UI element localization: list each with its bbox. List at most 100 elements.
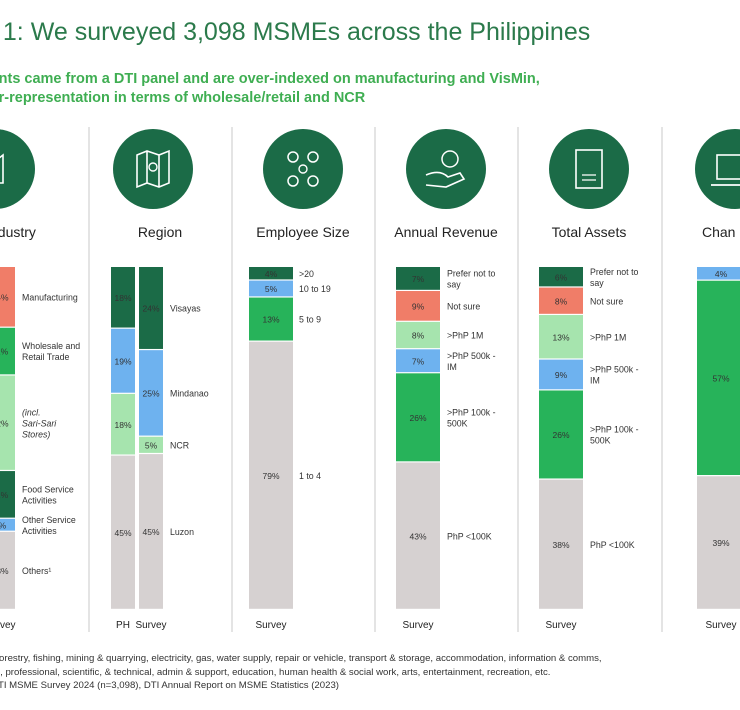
x-axis-label: Survey [705, 620, 736, 631]
bar-value-label: 18% [0, 566, 9, 576]
bar-value-label: 22% [0, 418, 9, 428]
bar-segment [111, 455, 135, 609]
icon-circle [113, 129, 193, 209]
category-label: Not sure [447, 301, 480, 311]
network-hub [298, 164, 308, 174]
category-label: 500K [447, 418, 468, 428]
panel-1: Region 45% 18% 19% 18% PH 45% Luzon 5% NCR 25% Mind… [111, 129, 209, 631]
bar-segment [139, 267, 163, 349]
bar-segment [396, 321, 440, 349]
map-pin [148, 162, 158, 172]
bar-value-label: 3% [0, 520, 7, 530]
panel-title: Employee Size [256, 224, 350, 240]
bar-value-label: 6% [555, 272, 568, 282]
icon-circle [406, 129, 486, 209]
bar-value-label: 25% [142, 388, 159, 398]
laptop-icon [695, 129, 740, 209]
category-label: NCR [170, 440, 189, 450]
category-label: >PhP 500k - [590, 365, 639, 375]
exhibit-subtitle: ondents came from a DTI panel and are ov… [0, 70, 540, 108]
bar-segment [697, 267, 740, 280]
bar-segment [539, 315, 583, 359]
category-label: >PhP 1M [590, 332, 626, 342]
bar-segment [396, 373, 440, 462]
category-label: Luzon [170, 527, 194, 537]
person-node [287, 175, 299, 187]
category-label: Visayas [170, 304, 201, 314]
bar-segment [111, 393, 135, 455]
panel-title: ndustry [0, 224, 36, 240]
bar-segment [396, 291, 440, 321]
bar-segment [396, 267, 440, 290]
footnote: Agri, forestry, fishing, mining & quarry… [0, 652, 602, 693]
panel-title: Chan [702, 224, 735, 240]
bar-segment [0, 518, 15, 531]
bar-value-label: 11% [0, 490, 9, 500]
bar-value-label: 24% [142, 304, 159, 314]
x-axis-label: Survey [0, 620, 16, 631]
category-label: say [590, 278, 604, 288]
bar-segment [139, 350, 163, 436]
category-label: 500K [590, 436, 611, 446]
bar-value-label: 14% [0, 292, 9, 302]
bar-segment [249, 297, 293, 341]
bar-segment [0, 471, 15, 518]
map-icon [113, 129, 193, 209]
category-label: Mindanao [170, 388, 209, 398]
bar-value-label: 11% [0, 347, 9, 357]
bar-segment [539, 287, 583, 314]
bar-value-label: 39% [712, 538, 729, 548]
bar-value-label: 38% [552, 540, 569, 550]
category-label: >20 [299, 269, 314, 279]
category-label: Other Service [22, 515, 76, 525]
panel-3: Annual Revenue 43% PhP <100K 26% >PhP 100k -… [394, 129, 498, 631]
source-line: CG DTI MSME Survey 2024 (n=3,098), DTI A… [0, 680, 339, 691]
category-label: Sari-Sari [22, 418, 57, 428]
category-label: Not sure [590, 296, 623, 306]
panel-title: Annual Revenue [394, 224, 498, 240]
bar-value-label: 5% [145, 440, 158, 450]
bar-value-label: 7% [412, 274, 425, 284]
bar-value-label: 7% [412, 356, 425, 366]
person-node [287, 151, 299, 163]
bar-segment [0, 375, 15, 470]
x-axis-label: Survey [402, 620, 433, 631]
bar-value-label: 8% [555, 296, 568, 306]
category-label: >PhP 100k - [590, 425, 639, 435]
bar-segment [139, 454, 163, 609]
bar-value-label: 8% [412, 331, 425, 341]
bar-value-label: 4% [715, 269, 728, 279]
category-label: IM [590, 376, 600, 386]
bar-value-label: 26% [409, 413, 426, 423]
category-label: Wholesale and [22, 341, 80, 351]
category-label: 10 to 19 [299, 284, 331, 294]
hand-shape [425, 171, 466, 188]
x-axis-label: PH [116, 620, 130, 631]
bar-value-label: 5% [265, 284, 278, 294]
category-label: 5 to 9 [299, 315, 321, 325]
icon-circle [263, 129, 343, 209]
bar-segment [697, 280, 740, 476]
panel-title: Total Assets [552, 224, 627, 240]
bar-segment [111, 328, 135, 393]
category-label: >PhP 100k - [447, 407, 496, 417]
category-label: Food Service [22, 484, 74, 494]
category-label: 1 to 4 [299, 471, 321, 481]
panel-2: Employee Size 79% 1 to 4 13% 5 to 9 5% 10 to 1… [249, 129, 350, 631]
bar-value-label: 18% [114, 293, 131, 303]
bar-value-label: 13% [262, 315, 279, 325]
x-axis-label: Survey [255, 620, 286, 631]
category-label: PhP <100K [447, 531, 492, 541]
subtitle-line-2: under-representation in terms of wholesa… [0, 90, 366, 106]
map-outline [136, 149, 170, 189]
bar-segment [697, 476, 740, 609]
bar-segment [139, 436, 163, 453]
bar-value-label: 13% [552, 332, 569, 342]
bar-value-label: 45% [114, 528, 131, 538]
bar-segment [539, 359, 583, 390]
bar-segment [249, 267, 293, 280]
bar-segment [111, 267, 135, 328]
money-hand-icon [406, 129, 486, 209]
bar-value-label: 19% [114, 356, 131, 366]
